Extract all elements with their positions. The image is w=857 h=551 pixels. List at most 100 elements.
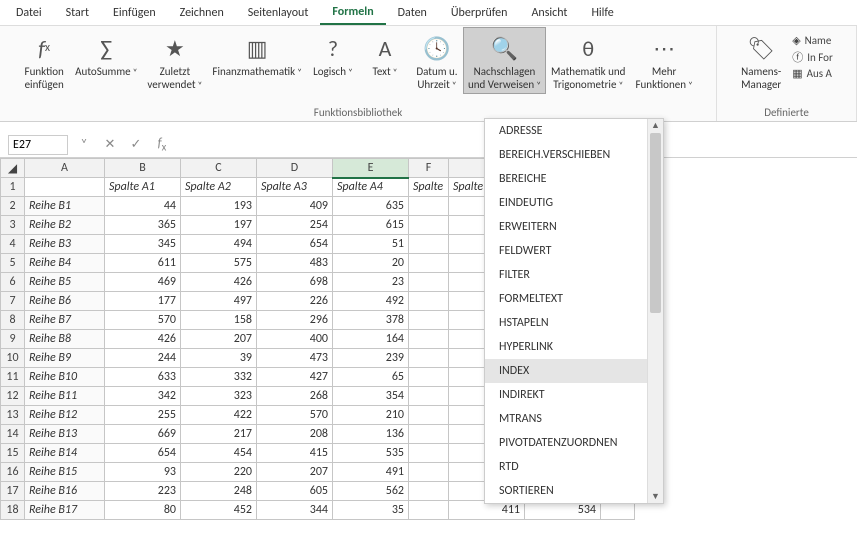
cell-B5[interactable]: 611	[105, 254, 181, 273]
cell-F2[interactable]	[409, 197, 449, 216]
cell-B4[interactable]: 345	[105, 235, 181, 254]
cancel-formula-button[interactable]: ✕	[100, 137, 120, 152]
row-header-4[interactable]: 4	[1, 235, 25, 254]
cell-C17[interactable]: 248	[181, 482, 257, 501]
cell-F3[interactable]	[409, 216, 449, 235]
cell-D16[interactable]: 207	[257, 463, 333, 482]
math-trig-button[interactable]: θ Mathematik und Trigonometrie	[547, 28, 629, 93]
cell-A9[interactable]: Reihe B8	[25, 330, 105, 349]
cell-E2[interactable]: 635	[333, 197, 409, 216]
cell-E10[interactable]: 239	[333, 349, 409, 368]
cell-F12[interactable]	[409, 387, 449, 406]
dropdown-item-indirekt[interactable]: INDIREKT	[485, 383, 663, 407]
row-header-3[interactable]: 3	[1, 216, 25, 235]
cell-E8[interactable]: 378	[333, 311, 409, 330]
cell-C12[interactable]: 323	[181, 387, 257, 406]
cell-B14[interactable]: 669	[105, 425, 181, 444]
cell-A1[interactable]	[25, 178, 105, 197]
cell-E17[interactable]: 562	[333, 482, 409, 501]
dropdown-item-bereich-verschieben[interactable]: BEREICH.VERSCHIEBEN	[485, 143, 663, 167]
cell-A2[interactable]: Reihe B1	[25, 197, 105, 216]
logical-button[interactable]: ? Logisch	[308, 28, 358, 81]
menu-tab-daten[interactable]: Daten	[386, 2, 439, 24]
dropdown-item-formeltext[interactable]: FORMELTEXT	[485, 287, 663, 311]
col-header-E[interactable]: E	[333, 159, 409, 178]
row-header-16[interactable]: 16	[1, 463, 25, 482]
cell-E14[interactable]: 136	[333, 425, 409, 444]
row-header-17[interactable]: 17	[1, 482, 25, 501]
cell-F6[interactable]	[409, 273, 449, 292]
col-header-C[interactable]: C	[181, 159, 257, 178]
row-header-7[interactable]: 7	[1, 292, 25, 311]
cell-A13[interactable]: Reihe B12	[25, 406, 105, 425]
row-header-1[interactable]: 1	[1, 178, 25, 197]
cell-A18[interactable]: Reihe B17	[25, 501, 105, 520]
cell-B11[interactable]: 633	[105, 368, 181, 387]
row-header-11[interactable]: 11	[1, 368, 25, 387]
cell-D3[interactable]: 254	[257, 216, 333, 235]
cell-C9[interactable]: 207	[181, 330, 257, 349]
cell-E12[interactable]: 354	[333, 387, 409, 406]
cell-A15[interactable]: Reihe B14	[25, 444, 105, 463]
cell-E15[interactable]: 535	[333, 444, 409, 463]
autosum-button[interactable]: ∑ AutoSumme	[71, 28, 141, 81]
cell-C4[interactable]: 494	[181, 235, 257, 254]
cell-C15[interactable]: 454	[181, 444, 257, 463]
cell-E11[interactable]: 65	[333, 368, 409, 387]
cell-C16[interactable]: 220	[181, 463, 257, 482]
cell-B8[interactable]: 570	[105, 311, 181, 330]
cell-D9[interactable]: 400	[257, 330, 333, 349]
recently-used-button[interactable]: ★ Zuletzt verwendet	[143, 28, 206, 93]
cell-C3[interactable]: 197	[181, 216, 257, 235]
cell-F18[interactable]	[409, 501, 449, 520]
dropdown-item-eindeutig[interactable]: EINDEUTIG	[485, 191, 663, 215]
cell-A10[interactable]: Reihe B9	[25, 349, 105, 368]
cell-A14[interactable]: Reihe B13	[25, 425, 105, 444]
cell-F5[interactable]	[409, 254, 449, 273]
cell-E3[interactable]: 615	[333, 216, 409, 235]
dropdown-item-hyperlink[interactable]: HYPERLINK	[485, 335, 663, 359]
cell-D8[interactable]: 296	[257, 311, 333, 330]
cell-E5[interactable]: 20	[333, 254, 409, 273]
cell-A17[interactable]: Reihe B16	[25, 482, 105, 501]
cell-E9[interactable]: 164	[333, 330, 409, 349]
name-box-dropdown[interactable]: ˅	[74, 137, 94, 152]
cell-E4[interactable]: 51	[333, 235, 409, 254]
cell-D12[interactable]: 268	[257, 387, 333, 406]
select-all-corner[interactable]: ◢	[1, 159, 25, 178]
cell-C11[interactable]: 332	[181, 368, 257, 387]
cell-C8[interactable]: 158	[181, 311, 257, 330]
create-from-selection-link[interactable]: ▦Aus A	[792, 67, 833, 80]
row-header-14[interactable]: 14	[1, 425, 25, 444]
cell-F1[interactable]: Spalte	[409, 178, 449, 197]
dropdown-item-mtrans[interactable]: MTRANS	[485, 407, 663, 431]
cell-A12[interactable]: Reihe B11	[25, 387, 105, 406]
dropdown-item-hstapeln[interactable]: HSTAPELN	[485, 311, 663, 335]
cell-F15[interactable]	[409, 444, 449, 463]
dropdown-item-rtd[interactable]: RTD	[485, 455, 663, 479]
cell-C5[interactable]: 575	[181, 254, 257, 273]
cell-B2[interactable]: 44	[105, 197, 181, 216]
cell-B18[interactable]: 80	[105, 501, 181, 520]
worksheet[interactable]: ◢ABCDEFIJK1Spalte A1Spalte A2Spalte A3Sp…	[0, 158, 857, 520]
col-header-D[interactable]: D	[257, 159, 333, 178]
scroll-up-arrow[interactable]: ▲	[648, 120, 663, 131]
cell-D17[interactable]: 605	[257, 482, 333, 501]
cell-F10[interactable]	[409, 349, 449, 368]
dropdown-item-bereiche[interactable]: BEREICHE	[485, 167, 663, 191]
col-header-B[interactable]: B	[105, 159, 181, 178]
lookup-reference-button[interactable]: 🔍 Nachschlagen und Verweisen	[463, 27, 546, 94]
cell-E7[interactable]: 492	[333, 292, 409, 311]
cell-B13[interactable]: 255	[105, 406, 181, 425]
cell-F7[interactable]	[409, 292, 449, 311]
menu-tab-formeln[interactable]: Formeln	[320, 1, 385, 25]
cell-F4[interactable]	[409, 235, 449, 254]
cell-D5[interactable]: 483	[257, 254, 333, 273]
cell-D1[interactable]: Spalte A3	[257, 178, 333, 197]
cell-C1[interactable]: Spalte A2	[181, 178, 257, 197]
dropdown-item-pivotdatenzuordnen[interactable]: PIVOTDATENZUORDNEN	[485, 431, 663, 455]
row-header-10[interactable]: 10	[1, 349, 25, 368]
financial-button[interactable]: ▥ Finanzmathematik	[208, 28, 306, 81]
use-in-formula-link[interactable]: ⓕIn For	[792, 49, 833, 65]
name-manager-button[interactable]: 🏷 Namens- Manager	[736, 28, 786, 93]
